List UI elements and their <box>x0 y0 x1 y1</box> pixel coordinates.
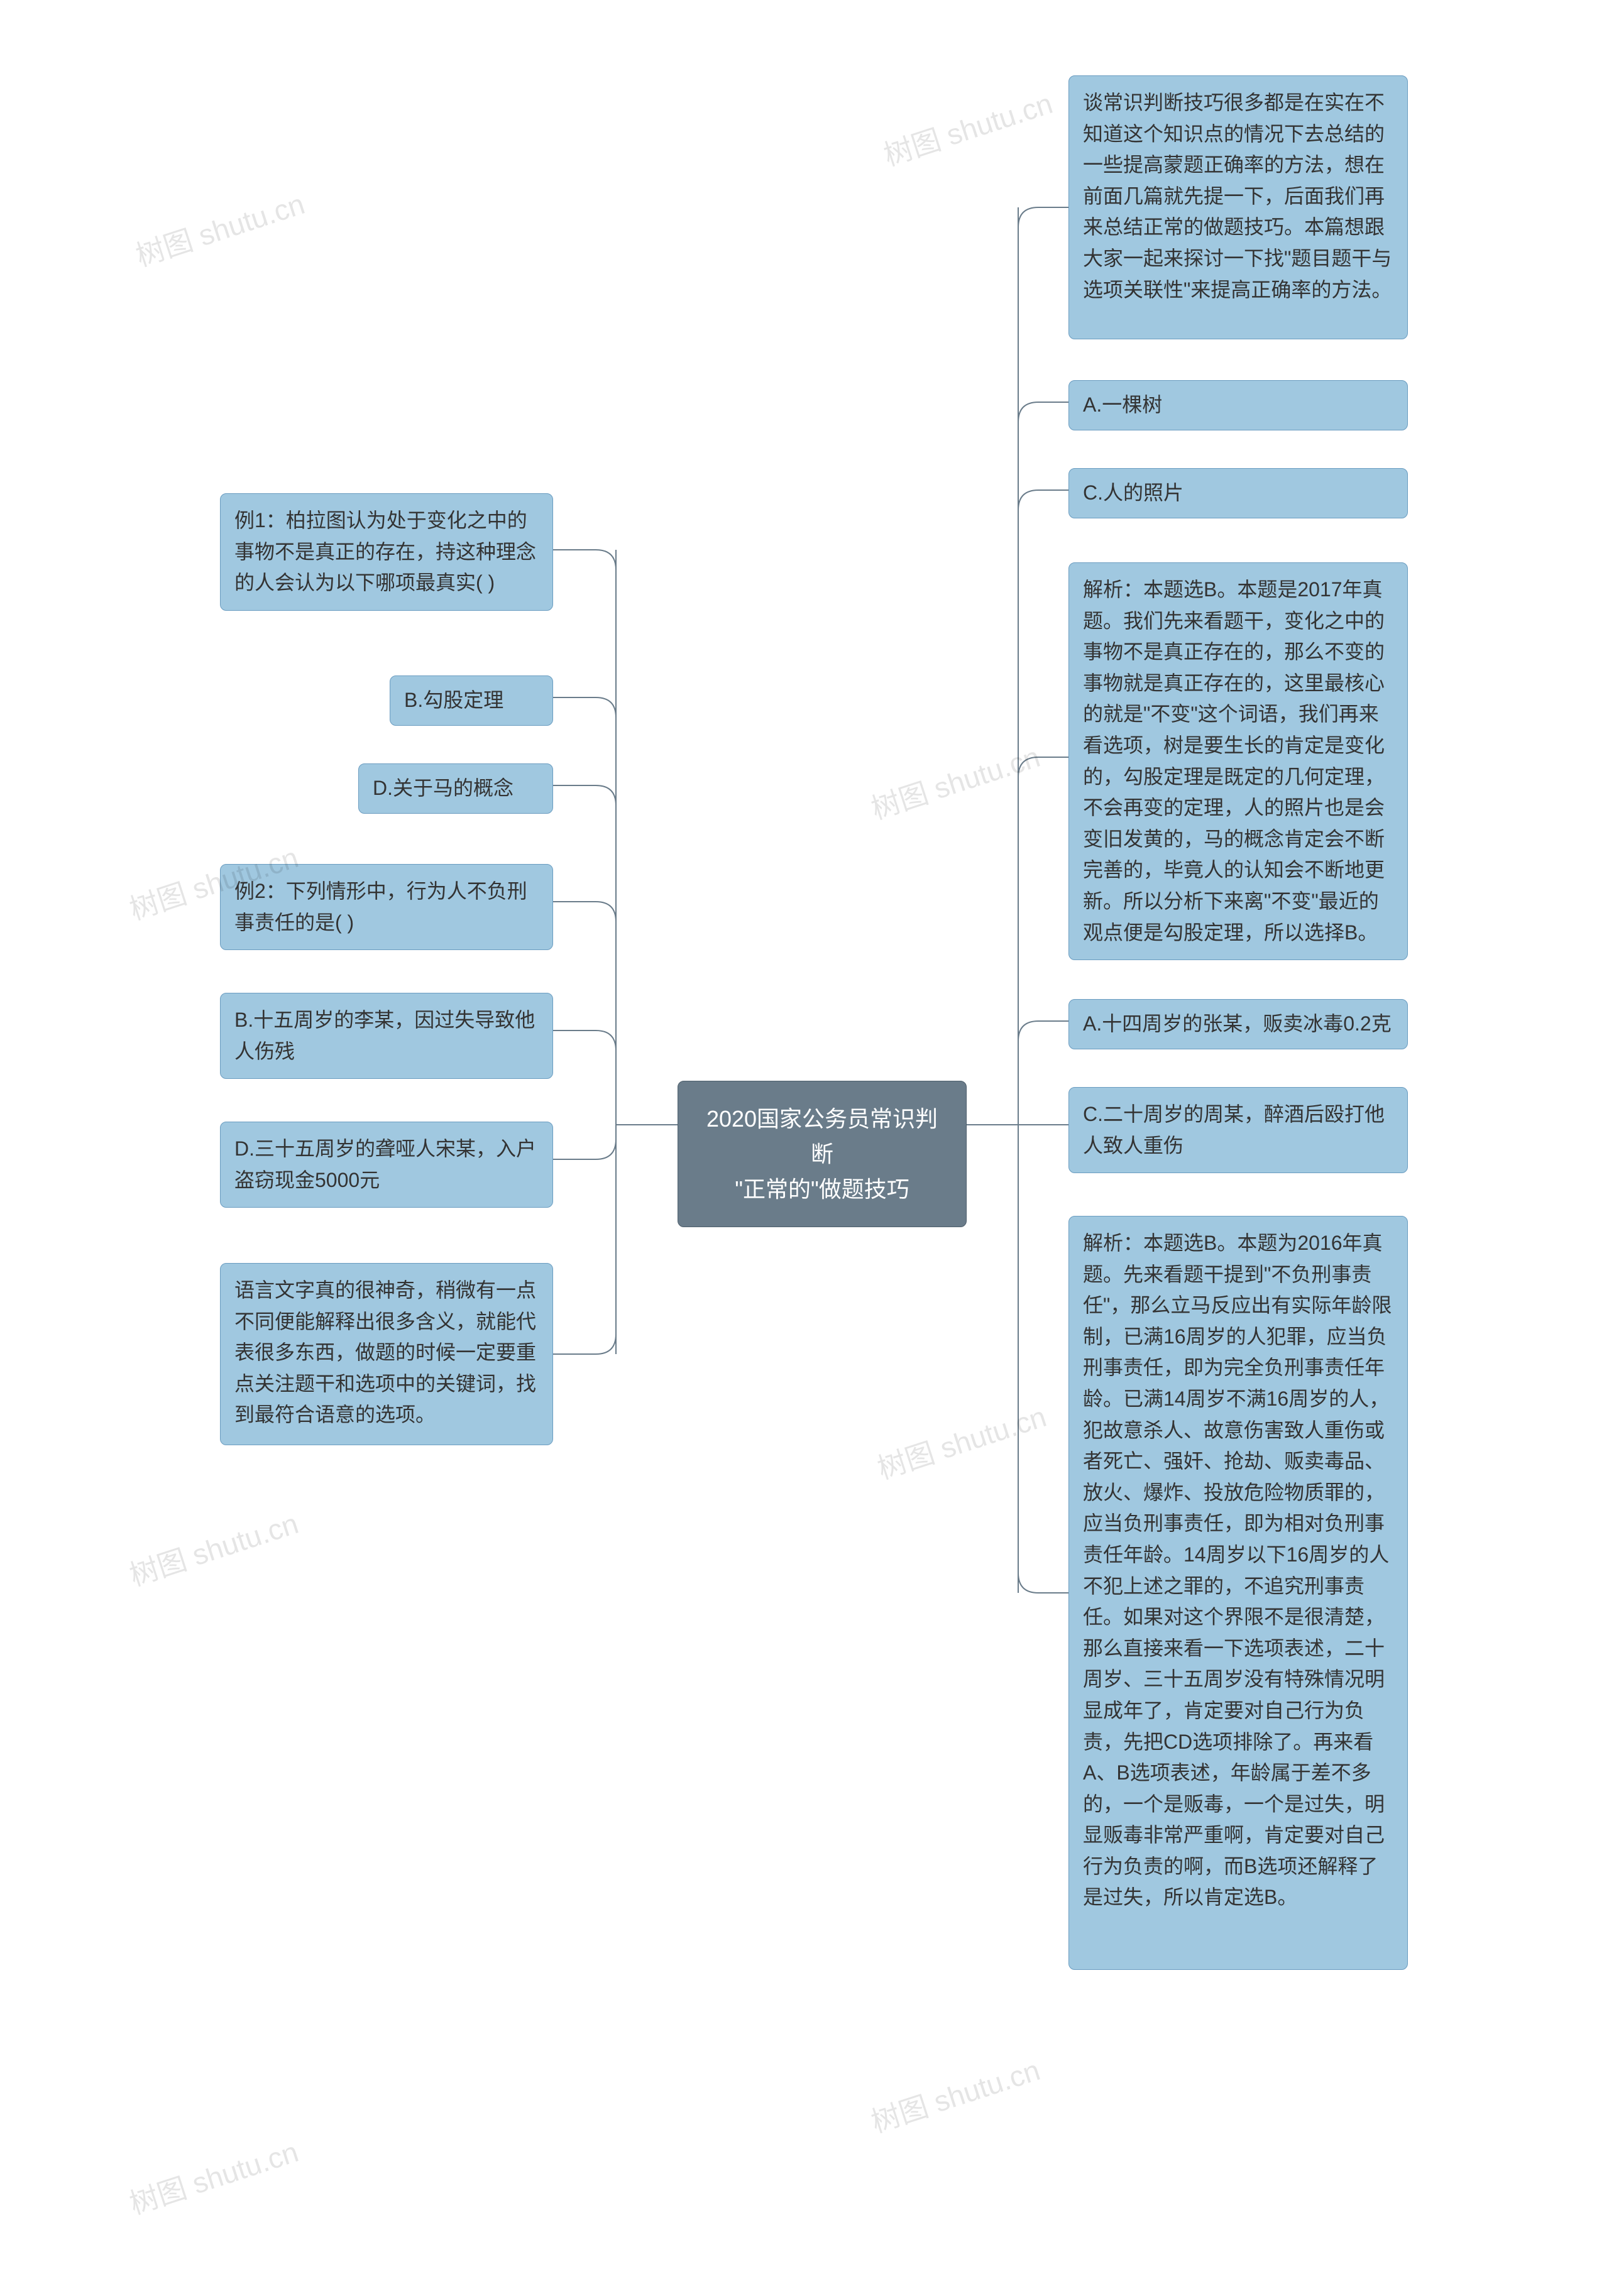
left-node-6-text: 语言文字真的很神奇，稍微有一点不同便能解释出很多含义，就能代表很多东西，做题的时… <box>234 1279 536 1426</box>
right-node-5: C.二十周岁的周某，醉酒后殴打他人致人重伤 <box>1068 1087 1408 1173</box>
right-node-1-text: A.一棵树 <box>1083 393 1162 416</box>
left-node-0-text: 例1：柏拉图认为处于变化之中的事物不是真正的存在，持这种理念的人会认为以下哪项最… <box>234 509 536 594</box>
right-node-6-text: 解析：本题选B。本题为2016年真题。先来看题干提到"不负刑事责任"，那么立马反… <box>1083 1232 1392 1908</box>
watermark: 树图 shutu.cn <box>124 2129 303 2223</box>
left-node-5-text: D.三十五周岁的聋哑人宋某，入户盗窃现金5000元 <box>234 1137 536 1191</box>
left-node-0: 例1：柏拉图认为处于变化之中的事物不是真正的存在，持这种理念的人会认为以下哪项最… <box>220 493 553 611</box>
mindmap-canvas: 2020国家公务员常识判断 "正常的"做题技巧 例1：柏拉图认为处于变化之中的事物不… <box>0 0 1609 2296</box>
right-node-0-text: 谈常识判断技巧很多都是在实在不知道这个知识点的情况下去总结的一些提高蒙题正确率的… <box>1083 91 1392 301</box>
right-node-3-text: 解析：本题选B。本题是2017年真题。我们先来看题干，变化之中的事物不是真正存在… <box>1083 578 1385 944</box>
center-line: "正常的"做题技巧 <box>735 1176 909 1202</box>
right-node-3: 解析：本题选B。本题是2017年真题。我们先来看题干，变化之中的事物不是真正存在… <box>1068 562 1408 960</box>
right-node-2-text: C.人的照片 <box>1083 481 1183 504</box>
center-node: 2020国家公务员常识判断 "正常的"做题技巧 <box>678 1081 967 1227</box>
left-node-1-text: B.勾股定理 <box>404 689 503 711</box>
watermark: 树图 shutu.cn <box>865 2048 1045 2141</box>
left-node-5: D.三十五周岁的聋哑人宋某，入户盗窃现金5000元 <box>220 1122 553 1208</box>
left-node-2: D.关于马的概念 <box>358 763 553 814</box>
right-node-6: 解析：本题选B。本题为2016年真题。先来看题干提到"不负刑事责任"，那么立马反… <box>1068 1216 1408 1970</box>
watermark: 树图 shutu.cn <box>865 735 1045 828</box>
right-node-2: C.人的照片 <box>1068 468 1408 518</box>
right-node-4: A.十四周岁的张某，贩卖冰毒0.2克 <box>1068 999 1408 1049</box>
left-node-6: 语言文字真的很神奇，稍微有一点不同便能解释出很多含义，就能代表很多东西，做题的时… <box>220 1263 553 1445</box>
left-node-4-text: B.十五周岁的李某，因过失导致他人伤残 <box>234 1009 535 1063</box>
left-node-1: B.勾股定理 <box>390 675 553 726</box>
watermark: 树图 shutu.cn <box>878 81 1057 175</box>
left-node-2-text: D.关于马的概念 <box>373 777 513 799</box>
left-node-3-text: 例2：下列情形中，行为人不负刑事责任的是( ) <box>234 880 527 934</box>
watermark: 树图 shutu.cn <box>130 182 309 275</box>
left-node-3: 例2：下列情形中，行为人不负刑事责任的是( ) <box>220 864 553 950</box>
right-node-0: 谈常识判断技巧很多都是在实在不知道这个知识点的情况下去总结的一些提高蒙题正确率的… <box>1068 75 1408 339</box>
center-line: 2020国家公务员常识判断 <box>706 1106 938 1167</box>
watermark: 树图 shutu.cn <box>872 1394 1051 1488</box>
right-node-5-text: C.二十周岁的周某，醉酒后殴打他人致人重伤 <box>1083 1103 1385 1157</box>
left-node-4: B.十五周岁的李某，因过失导致他人伤残 <box>220 993 553 1079</box>
right-node-4-text: A.十四周岁的张某，贩卖冰毒0.2克 <box>1083 1012 1392 1035</box>
watermark: 树图 shutu.cn <box>124 1501 303 1595</box>
right-node-1: A.一棵树 <box>1068 380 1408 430</box>
